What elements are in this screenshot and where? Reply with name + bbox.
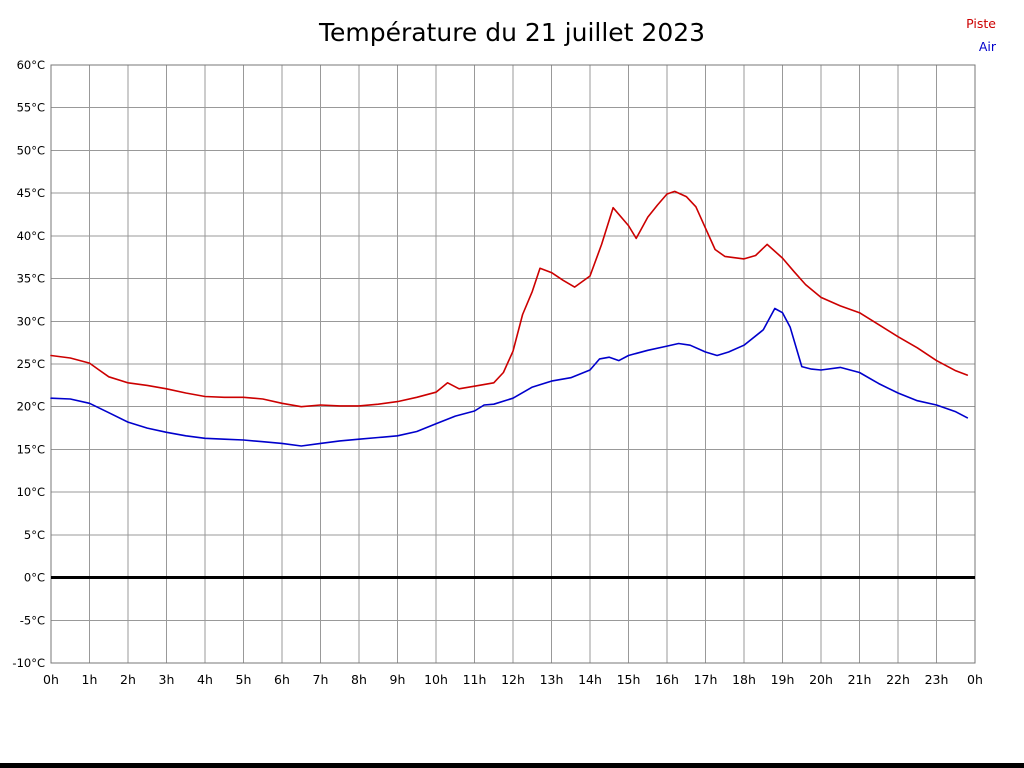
svg-text:30°C: 30°C <box>17 314 45 328</box>
bottom-border <box>0 763 1024 768</box>
svg-text:22h: 22h <box>886 672 910 687</box>
svg-text:16h: 16h <box>655 672 679 687</box>
svg-text:13h: 13h <box>540 672 564 687</box>
svg-text:5°C: 5°C <box>24 528 45 542</box>
svg-text:20h: 20h <box>809 672 833 687</box>
svg-text:12h: 12h <box>501 672 525 687</box>
svg-text:55°C: 55°C <box>17 101 45 115</box>
svg-text:0h: 0h <box>967 672 983 687</box>
svg-text:3h: 3h <box>159 672 175 687</box>
svg-text:9h: 9h <box>390 672 406 687</box>
svg-text:19h: 19h <box>771 672 795 687</box>
svg-text:-10°C: -10°C <box>12 656 45 670</box>
svg-text:1h: 1h <box>82 672 98 687</box>
svg-text:40°C: 40°C <box>17 229 45 243</box>
svg-text:18h: 18h <box>732 672 756 687</box>
legend: Piste Air <box>966 12 996 58</box>
chart-title: Température du 21 juillet 2023 <box>318 18 706 47</box>
svg-text:7h: 7h <box>313 672 329 687</box>
legend-item-piste: Piste <box>966 16 996 31</box>
svg-text:2h: 2h <box>120 672 136 687</box>
svg-text:4h: 4h <box>197 672 213 687</box>
svg-text:15h: 15h <box>617 672 641 687</box>
svg-text:11h: 11h <box>463 672 487 687</box>
svg-text:35°C: 35°C <box>17 272 45 286</box>
svg-text:6h: 6h <box>274 672 290 687</box>
svg-text:10°C: 10°C <box>17 485 45 499</box>
svg-text:15°C: 15°C <box>17 442 45 456</box>
svg-text:20°C: 20°C <box>17 400 45 414</box>
svg-text:45°C: 45°C <box>17 186 45 200</box>
svg-text:21h: 21h <box>848 672 872 687</box>
svg-text:60°C: 60°C <box>17 58 45 72</box>
svg-text:50°C: 50°C <box>17 143 45 157</box>
svg-text:10h: 10h <box>424 672 448 687</box>
svg-text:8h: 8h <box>351 672 367 687</box>
svg-text:14h: 14h <box>578 672 602 687</box>
svg-text:0h: 0h <box>43 672 59 687</box>
svg-text:23h: 23h <box>925 672 949 687</box>
svg-text:-5°C: -5°C <box>20 613 45 627</box>
svg-text:0°C: 0°C <box>24 571 45 585</box>
svg-text:5h: 5h <box>236 672 252 687</box>
legend-item-air: Air <box>978 39 996 54</box>
svg-text:25°C: 25°C <box>17 357 45 371</box>
svg-text:17h: 17h <box>694 672 718 687</box>
